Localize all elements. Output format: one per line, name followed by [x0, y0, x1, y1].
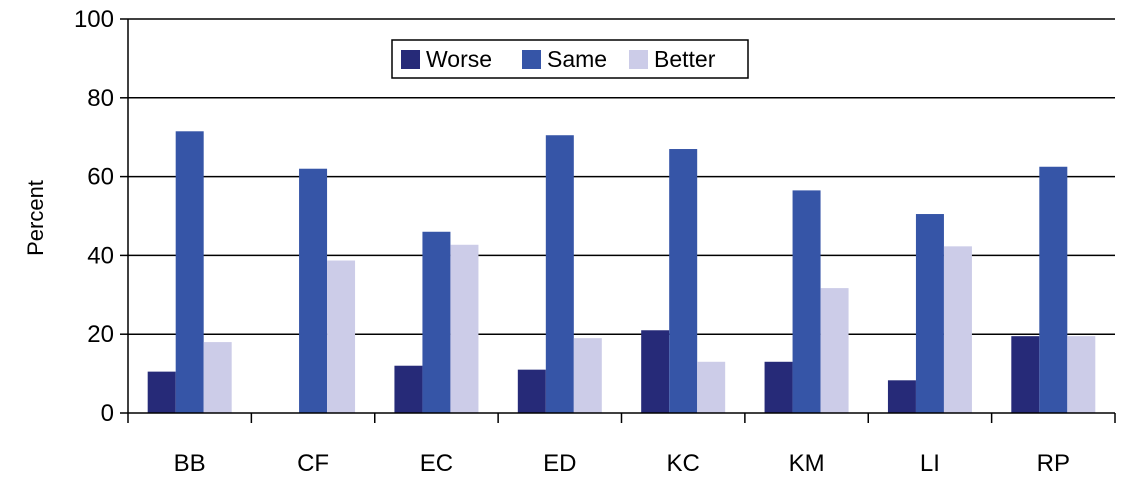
bar-same-cf — [299, 168, 328, 413]
y-tick-label: 60 — [87, 164, 114, 191]
bar-worse-km — [764, 361, 793, 413]
bar-better-rp — [1067, 336, 1096, 413]
legend-label-worse: Worse — [426, 46, 492, 72]
bar-worse-kc — [641, 330, 670, 413]
y-tick-label: 100 — [74, 6, 114, 33]
legend-box — [391, 39, 749, 79]
axes: 0 20 40 60 80 100 BB CF EC ED KC KM LI RP — [74, 6, 1116, 477]
bar-same-ed — [545, 135, 574, 414]
bar-better-bb — [203, 342, 232, 413]
bar-better-ed — [573, 338, 602, 413]
legend: Worse Same Better — [391, 39, 749, 79]
bar-worse-ec — [394, 365, 423, 413]
x-tick-label: BB — [174, 450, 206, 477]
y-tick-label: 0 — [101, 400, 114, 427]
y-axis-title: Percent — [23, 180, 48, 256]
bar-worse-ed — [517, 369, 546, 413]
y-tick-label: 20 — [87, 321, 114, 348]
bar-same-rp — [1039, 166, 1068, 413]
x-tick-label: RP — [1037, 450, 1070, 477]
bar-same-km — [792, 190, 821, 413]
x-tick-label: KM — [789, 450, 825, 477]
y-tick-label: 40 — [87, 242, 114, 269]
legend-swatch-better — [629, 50, 648, 69]
bar-better-kc — [697, 361, 726, 413]
bar-worse-bb — [147, 371, 176, 413]
legend-swatch-worse — [401, 50, 420, 69]
x-tick-label: EC — [420, 450, 453, 477]
legend-label-better: Better — [654, 46, 716, 72]
bar-better-km — [820, 288, 849, 413]
x-tick-label: KC — [667, 450, 700, 477]
x-tick-label: ED — [543, 450, 576, 477]
bar-same-kc — [669, 149, 698, 413]
x-tick-label: CF — [297, 450, 329, 477]
bar-worse-rp — [1011, 336, 1040, 413]
legend-swatch-same — [522, 50, 541, 69]
bar-better-li — [943, 246, 972, 413]
bar-same-bb — [175, 131, 204, 414]
bar-same-li — [915, 214, 944, 413]
bars — [147, 131, 1096, 414]
x-tick-label: LI — [920, 450, 940, 477]
bar-worse-li — [887, 380, 916, 413]
bar-better-ec — [450, 244, 479, 413]
legend-label-same: Same — [547, 46, 607, 72]
bar-better-cf — [327, 260, 356, 413]
bar-same-ec — [422, 231, 451, 413]
y-tick-label: 80 — [87, 85, 114, 112]
